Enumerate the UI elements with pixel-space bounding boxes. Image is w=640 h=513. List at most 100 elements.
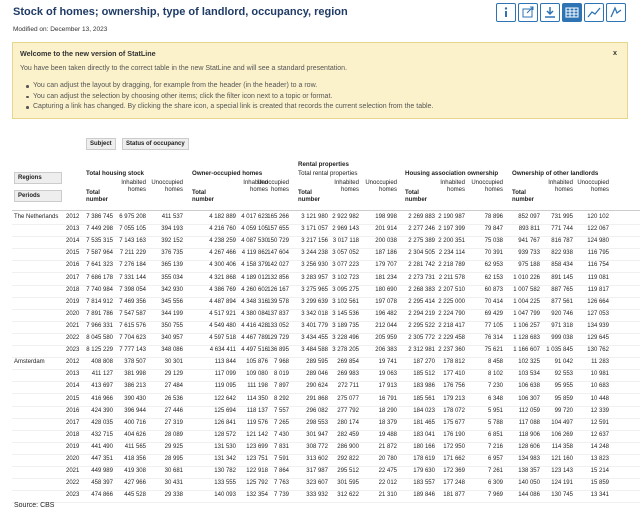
cell: 6 309 [487, 480, 503, 487]
cell: 180 166 [413, 443, 435, 450]
notice-bullet: You can adjust the selection by choosing… [33, 92, 333, 100]
cell: 275 077 [337, 395, 359, 402]
cell: 291 868 [306, 395, 328, 402]
cell: 348 086 [161, 347, 183, 354]
cell: 7 969 [487, 492, 503, 499]
cell: 301 947 [306, 431, 328, 438]
table-row [12, 273, 640, 286]
cell: 474 866 [91, 492, 113, 499]
cell: 4 300 406 [209, 262, 236, 269]
share-button[interactable] [518, 3, 538, 22]
period-label: 2023 [66, 347, 80, 354]
cell: 6 975 208 [119, 214, 146, 220]
column-filter[interactable]: Subject [86, 138, 116, 150]
cell: 939 733 [518, 250, 540, 257]
cell: 2 268 383 [408, 286, 435, 293]
cell: 7 763 [273, 480, 289, 487]
cell: 181 877 [443, 492, 465, 499]
column-header: Total number [192, 190, 215, 203]
period-label: 2020 [66, 456, 80, 462]
row-filter[interactable]: Periods [14, 190, 62, 202]
cell: 3 244 238 [301, 250, 328, 257]
cell: 408 808 [91, 359, 113, 366]
cell: 4 597 518 [209, 335, 236, 341]
cell: 2 277 246 [408, 226, 435, 233]
cell: 269 854 [337, 359, 359, 366]
cell: 13 341 [590, 492, 609, 499]
cell: 10 683 [590, 383, 609, 390]
cell: 122 067 [587, 226, 609, 233]
table-row [12, 345, 640, 359]
cell: 381 998 [124, 371, 146, 378]
cell: 323 607 [306, 480, 328, 487]
cell: 75 621 [484, 347, 503, 354]
row-filter[interactable]: Regions [14, 172, 62, 184]
notice-close[interactable]: x [613, 48, 617, 57]
cell: 106 638 [518, 383, 540, 390]
column-header: Total number [405, 190, 428, 203]
cell: 386 213 [124, 383, 146, 390]
cell: 4 517 921 [209, 310, 236, 317]
table-view-button[interactable] [562, 3, 582, 22]
column-header: Unoccupied homes [577, 180, 609, 193]
cell: 877 561 [551, 298, 573, 305]
cell: 185 512 [413, 371, 435, 378]
cell: 79 847 [484, 226, 503, 233]
period-label: 2019 [66, 443, 80, 450]
cell: 3 275 965 [301, 286, 328, 293]
cell: 971 318 [551, 322, 573, 329]
cell: 12 591 [590, 419, 609, 426]
period-label: 2018 [66, 286, 80, 293]
cell: 76 314 [484, 335, 503, 341]
cell: 7 966 331 [86, 322, 113, 329]
cell: 418 356 [124, 456, 146, 462]
cell: 132 354 [246, 492, 268, 499]
cell: 1 166 607 [513, 347, 540, 354]
cell: 132 856 [267, 274, 289, 281]
cell: 122 642 [214, 395, 236, 402]
line-chart-button[interactable] [584, 3, 604, 22]
notice-bullet: Capturing a link has changed. By clickin… [33, 103, 434, 110]
cell: 18 290 [378, 407, 397, 414]
column-header: Unoccupied homes [151, 180, 183, 193]
cell: 4 416 428 [241, 322, 268, 329]
notice-text: You have been taken directly to the corr… [20, 65, 348, 72]
cell: 8 019 [273, 371, 289, 378]
map-button[interactable] [606, 3, 626, 22]
cell: 7 398 054 [119, 286, 146, 293]
cell: 70 391 [484, 250, 503, 257]
cell: 3 484 588 [301, 347, 328, 354]
download-button[interactable] [540, 3, 560, 22]
cell: 62 953 [484, 262, 503, 269]
cell: 4 216 760 [209, 226, 236, 233]
cell: 3 342 018 [301, 310, 328, 317]
cell: 103 534 [518, 371, 540, 378]
cell: 140 093 [214, 492, 236, 499]
column-header: Unoccupied homes [365, 180, 397, 193]
cell: 8 102 [487, 371, 503, 378]
cell: 119 095 [214, 383, 236, 390]
info-button[interactable] [496, 3, 516, 22]
cell: 292 822 [337, 456, 359, 462]
column-filter[interactable]: Status of occupancy [122, 138, 189, 150]
cell: 317 987 [306, 468, 328, 475]
period-label: 2017 [66, 274, 80, 281]
period-label: 2021 [66, 322, 80, 329]
cell: 144 086 [518, 492, 540, 499]
cell: 7 587 964 [86, 250, 113, 257]
cell: 128 572 [214, 431, 236, 438]
table-row [12, 297, 640, 310]
cell: 6 851 [487, 431, 503, 438]
cell: 289 046 [306, 371, 328, 378]
cell: 340 957 [161, 335, 183, 341]
table-row [12, 309, 640, 322]
cell: 411 127 [91, 371, 113, 378]
cell: 4 380 084 [241, 310, 268, 317]
cell: 3 283 957 [301, 274, 328, 281]
cell: 2 218 417 [438, 322, 465, 329]
period-label: 2016 [66, 407, 80, 414]
cell: 816 787 [551, 238, 573, 245]
cell: 4 487 894 [209, 298, 236, 305]
cell: 8 458 [487, 359, 503, 366]
cell: 7 740 984 [86, 286, 113, 293]
